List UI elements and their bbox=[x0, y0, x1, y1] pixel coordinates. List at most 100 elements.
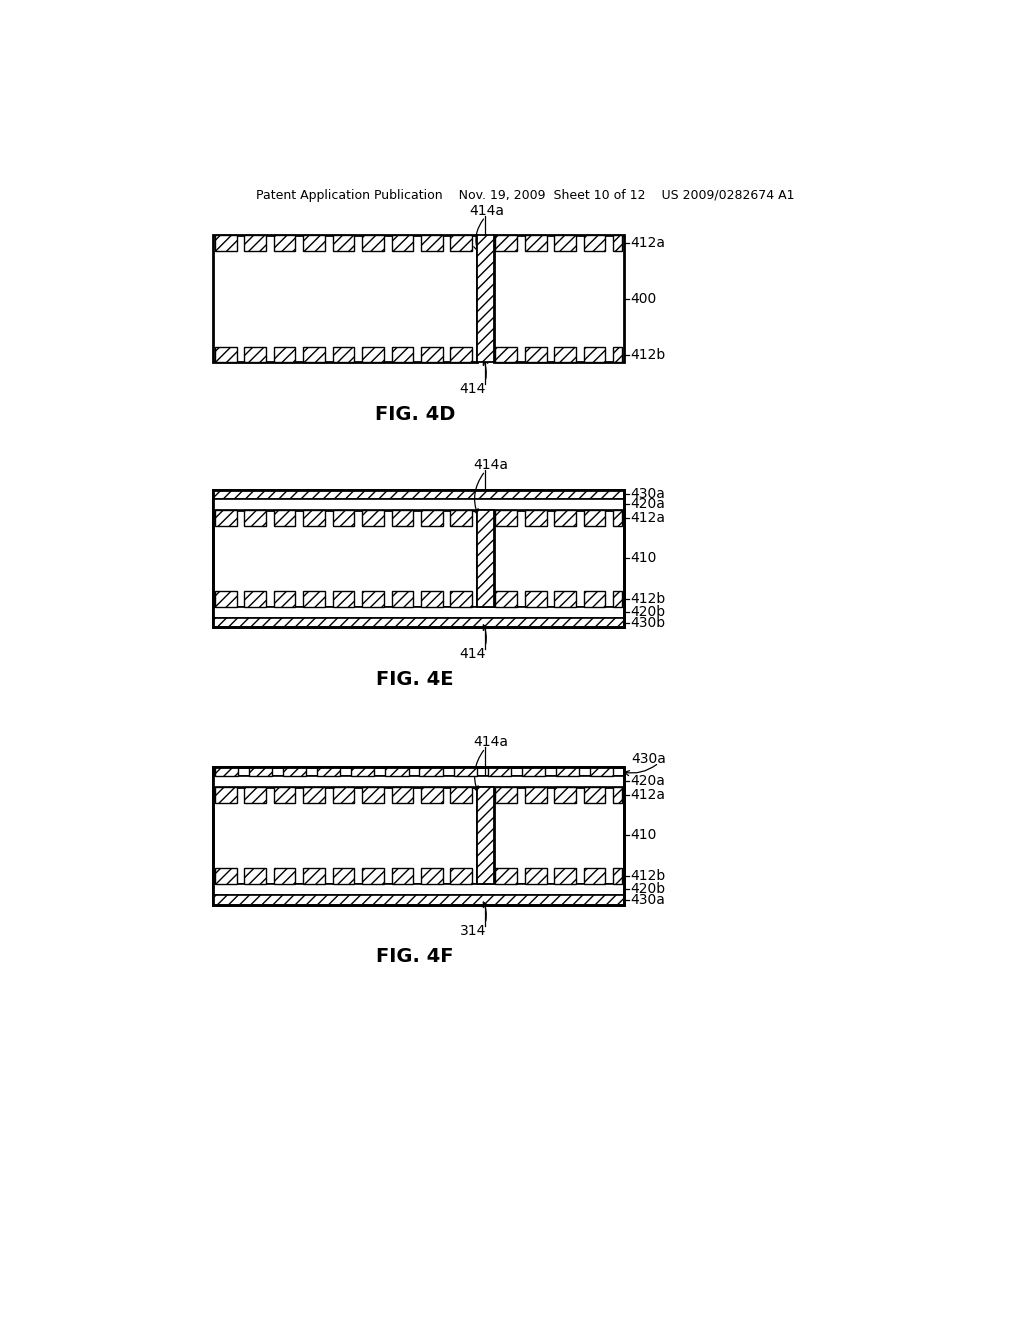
Bar bbox=[613, 511, 623, 525]
Bar bbox=[524, 591, 547, 607]
Bar bbox=[496, 869, 517, 884]
Bar bbox=[584, 869, 605, 884]
Text: 414a: 414a bbox=[473, 458, 508, 471]
Bar bbox=[213, 490, 624, 627]
Text: 400: 400 bbox=[630, 292, 656, 305]
Bar bbox=[245, 235, 266, 251]
Text: 412b: 412b bbox=[630, 591, 666, 606]
Bar bbox=[451, 511, 472, 525]
Bar bbox=[554, 347, 575, 363]
Bar bbox=[451, 235, 472, 251]
Bar bbox=[213, 767, 624, 904]
Bar bbox=[613, 591, 623, 607]
Text: FIG. 4D: FIG. 4D bbox=[375, 405, 455, 424]
Bar bbox=[496, 235, 517, 251]
Bar bbox=[584, 511, 605, 525]
Text: 412a: 412a bbox=[630, 788, 666, 803]
Text: 414a: 414a bbox=[469, 203, 504, 218]
Bar bbox=[524, 788, 547, 803]
Bar bbox=[317, 767, 340, 776]
Bar bbox=[215, 869, 237, 884]
Bar bbox=[213, 490, 624, 627]
Bar bbox=[494, 511, 624, 607]
Bar bbox=[421, 869, 442, 884]
Bar bbox=[613, 869, 623, 884]
Bar bbox=[554, 511, 575, 525]
Bar bbox=[391, 347, 414, 363]
Bar bbox=[362, 511, 384, 525]
Bar bbox=[273, 511, 295, 525]
Bar bbox=[487, 767, 511, 776]
Bar bbox=[477, 511, 494, 607]
Bar bbox=[215, 511, 237, 525]
Text: 410: 410 bbox=[630, 550, 656, 565]
Bar bbox=[213, 490, 624, 499]
Text: 420b: 420b bbox=[630, 882, 666, 896]
Bar bbox=[303, 591, 325, 607]
Bar bbox=[421, 235, 442, 251]
Bar bbox=[333, 511, 354, 525]
Bar bbox=[613, 347, 623, 363]
Bar bbox=[213, 884, 624, 895]
Bar bbox=[420, 767, 442, 776]
Text: 314: 314 bbox=[460, 924, 486, 939]
Bar bbox=[333, 235, 354, 251]
Bar bbox=[333, 869, 354, 884]
Bar bbox=[524, 869, 547, 884]
Bar bbox=[613, 788, 623, 803]
Bar bbox=[215, 591, 237, 607]
Text: 410: 410 bbox=[630, 828, 656, 842]
Bar bbox=[215, 788, 237, 803]
Bar bbox=[524, 235, 547, 251]
Bar bbox=[421, 511, 442, 525]
Bar bbox=[303, 235, 325, 251]
Text: 430a: 430a bbox=[630, 892, 665, 907]
Bar bbox=[362, 347, 384, 363]
Bar bbox=[213, 499, 624, 511]
Text: 414: 414 bbox=[460, 383, 486, 396]
Bar bbox=[496, 788, 517, 803]
Bar bbox=[213, 788, 477, 884]
Bar bbox=[391, 591, 414, 607]
Text: 412a: 412a bbox=[630, 511, 666, 525]
Bar bbox=[213, 767, 624, 776]
Bar bbox=[333, 347, 354, 363]
Bar bbox=[494, 788, 624, 884]
Bar bbox=[391, 869, 414, 884]
Bar bbox=[454, 767, 477, 776]
Bar bbox=[391, 235, 414, 251]
Text: 414a: 414a bbox=[473, 735, 508, 748]
Text: 420b: 420b bbox=[630, 605, 666, 619]
Bar bbox=[213, 776, 624, 788]
Bar bbox=[421, 347, 442, 363]
Bar bbox=[213, 235, 477, 363]
Bar bbox=[556, 767, 579, 776]
Text: 430a: 430a bbox=[630, 487, 665, 502]
Bar bbox=[496, 511, 517, 525]
Bar bbox=[524, 511, 547, 525]
Bar bbox=[245, 788, 266, 803]
Bar bbox=[215, 767, 238, 776]
Bar bbox=[245, 591, 266, 607]
Bar bbox=[213, 895, 624, 904]
Bar bbox=[494, 235, 624, 363]
Bar bbox=[391, 511, 414, 525]
Text: 430a: 430a bbox=[632, 752, 667, 766]
Bar bbox=[303, 869, 325, 884]
Bar bbox=[613, 235, 623, 251]
Bar bbox=[333, 788, 354, 803]
Bar bbox=[554, 235, 575, 251]
Text: 412b: 412b bbox=[630, 347, 666, 362]
Bar bbox=[303, 511, 325, 525]
Text: 414: 414 bbox=[460, 647, 486, 661]
Bar bbox=[451, 788, 472, 803]
Bar bbox=[554, 788, 575, 803]
Bar bbox=[421, 788, 442, 803]
Bar bbox=[584, 788, 605, 803]
Text: FIG. 4E: FIG. 4E bbox=[376, 671, 454, 689]
Bar bbox=[391, 788, 414, 803]
Bar bbox=[283, 767, 306, 776]
Bar bbox=[584, 235, 605, 251]
Bar bbox=[245, 347, 266, 363]
Bar bbox=[273, 591, 295, 607]
